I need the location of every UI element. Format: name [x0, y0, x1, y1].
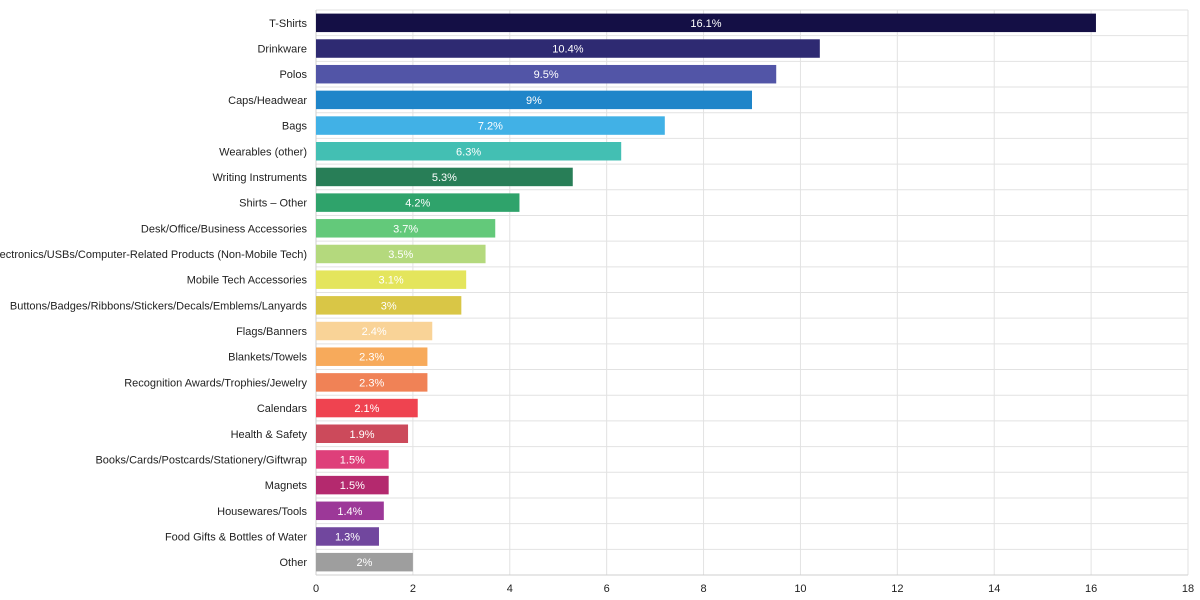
category-label: Polos [279, 69, 307, 81]
bar-value-label: 2.1% [354, 403, 379, 415]
category-label: Other [279, 557, 307, 569]
bar-value-label: 6.3% [456, 146, 481, 158]
bar-value-label: 16.1% [690, 18, 721, 30]
bar-value-label: 3.1% [379, 275, 404, 287]
category-label: Magnets [265, 480, 308, 492]
bar [316, 90, 752, 110]
bar-value-label: 1.3% [335, 531, 360, 543]
bar [316, 244, 486, 264]
x-tick-label: 10 [794, 583, 806, 595]
x-tick-label: 8 [700, 583, 706, 595]
bar-value-label: 1.4% [337, 506, 362, 518]
category-label: Electronics/USBs/Computer-Related Produc… [0, 249, 307, 261]
x-tick-label: 0 [313, 583, 319, 595]
x-tick-label: 12 [891, 583, 903, 595]
bar-value-label: 3.7% [393, 223, 418, 235]
bar [316, 475, 389, 495]
x-tick-label: 14 [988, 583, 1000, 595]
bar [316, 501, 384, 521]
category-label: T-Shirts [269, 18, 307, 30]
bar-value-label: 4.2% [405, 198, 430, 210]
category-label: Mobile Tech Accessories [187, 275, 308, 287]
bar [316, 39, 820, 58]
category-label: Housewares/Tools [217, 506, 307, 518]
bar-value-label: 9% [526, 95, 542, 107]
x-tick-label: 6 [604, 583, 610, 595]
bar-value-label: 5.3% [432, 172, 457, 184]
bar-value-label: 10.4% [552, 44, 583, 56]
bar-value-label: 7.2% [478, 121, 503, 133]
category-label: Buttons/Badges/Ribbons/Stickers/Decals/E… [10, 300, 308, 312]
bar [316, 13, 1096, 33]
bar-value-label: 2% [356, 557, 372, 569]
x-tick-label: 16 [1085, 583, 1097, 595]
category-label: Flags/Banners [236, 326, 307, 338]
bar [316, 527, 379, 546]
category-label: Bags [282, 121, 308, 133]
bar [316, 64, 777, 84]
bars: T-Shirts 16.1% Drinkware 10.4% Polos 9.5% Caps… [0, 13, 1096, 572]
bar-value-label: 2.4% [362, 326, 387, 338]
category-label: Writing Instruments [212, 172, 307, 184]
bar [316, 193, 520, 212]
bar [316, 321, 433, 341]
category-label: Desk/Office/Business Accessories [141, 223, 308, 235]
bar [316, 167, 573, 187]
bar [316, 347, 428, 366]
bar-value-label: 1.5% [340, 480, 365, 492]
x-tick-label: 4 [507, 583, 513, 595]
bar [316, 270, 467, 289]
bar [316, 450, 389, 469]
category-label: Recognition Awards/Trophies/Jewelry [124, 377, 307, 389]
category-label: Blankets/Towels [228, 352, 307, 364]
category-label: Shirts – Other [239, 198, 307, 210]
category-label: Health & Safety [231, 429, 308, 441]
bar [316, 552, 413, 572]
bar [316, 142, 622, 161]
bar [316, 424, 409, 443]
x-tick-label: 18 [1182, 583, 1194, 595]
bar [316, 116, 665, 135]
bar-value-label: 1.9% [349, 429, 374, 441]
bar-value-label: 2.3% [359, 352, 384, 364]
bar-value-label: 3.5% [388, 249, 413, 261]
category-label: Food Gifts & Bottles of Water [165, 531, 307, 543]
bar [316, 219, 496, 238]
bar-value-label: 3% [381, 300, 397, 312]
category-label: Caps/Headwear [228, 95, 307, 107]
x-tick-label: 2 [410, 583, 416, 595]
bar [316, 373, 428, 392]
bar-value-label: 2.3% [359, 377, 384, 389]
bar-value-label: 1.5% [340, 454, 365, 466]
bar [316, 398, 418, 418]
bar-value-label: 9.5% [534, 69, 559, 81]
x-axis-ticks: 0 2 4 6 8 10 12 14 16 18 [313, 583, 1194, 595]
bar [316, 296, 462, 315]
category-label: Wearables (other) [219, 146, 307, 158]
category-label: Drinkware [257, 44, 307, 56]
category-label: Calendars [257, 403, 308, 415]
category-label: Books/Cards/Postcards/Stationery/Giftwra… [95, 454, 307, 466]
